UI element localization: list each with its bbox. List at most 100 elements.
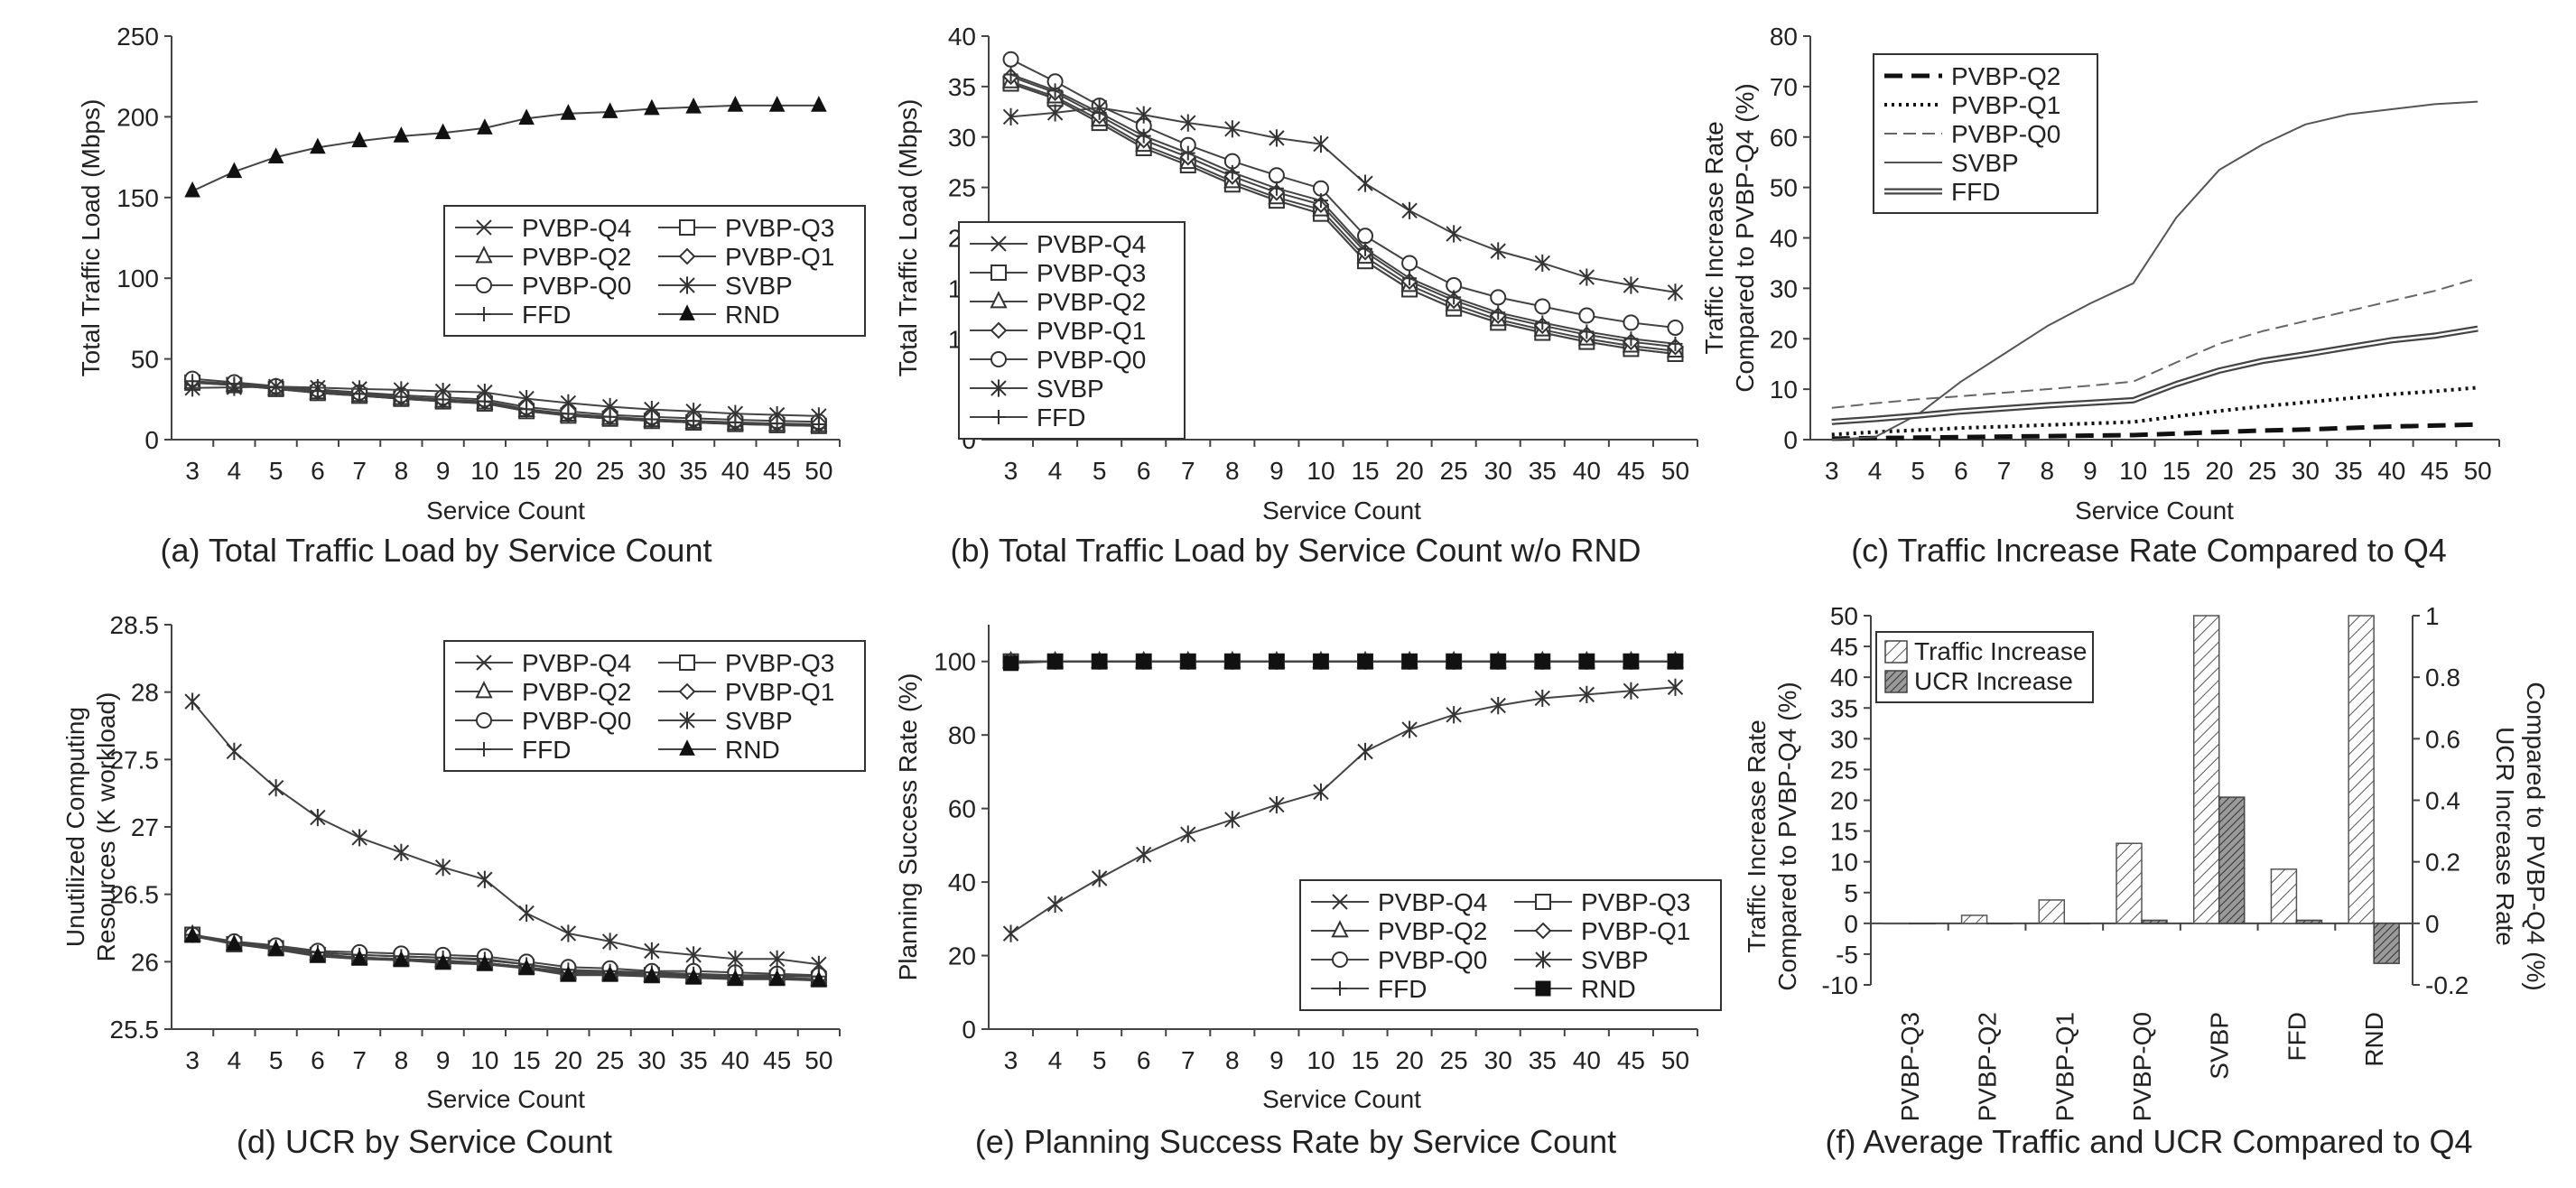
legend-entry: PVBP-Q2 xyxy=(970,288,1146,316)
data-point-marker xyxy=(1092,654,1108,670)
bar-ucr-increase xyxy=(2295,919,2323,924)
data-point-marker xyxy=(1224,164,1240,180)
x-tick-label: 15 xyxy=(1351,1046,1379,1074)
x-tick-label: 9 xyxy=(1269,1046,1284,1074)
legend-box xyxy=(443,205,866,337)
legend-label: PVBP-Q4 xyxy=(1037,230,1146,258)
series-line xyxy=(191,933,819,978)
data-point-marker xyxy=(518,108,535,125)
legend-entry: PVBP-Q0 xyxy=(970,346,1146,374)
legend-box xyxy=(1875,631,2094,703)
legend-entry: PVBP-Q1 xyxy=(658,243,834,271)
legend-entry: PVBP-Q4 xyxy=(455,214,631,242)
legend-entry: PVBP-Q2 xyxy=(1884,62,2060,90)
data-point-marker xyxy=(1534,298,1551,315)
legend-entry: RND xyxy=(1514,975,1636,1003)
series-line xyxy=(192,377,819,423)
legend-label: PVBP-Q2 xyxy=(522,243,631,271)
data-point-marker xyxy=(1623,331,1639,347)
series-line xyxy=(1010,75,1676,348)
data-point-marker xyxy=(1332,894,1348,910)
x-tick-label: 6 xyxy=(1137,1046,1151,1074)
y-tick-label: 35 xyxy=(1830,694,1858,722)
data-point-marker xyxy=(1667,319,1684,336)
y-tick-label: 25.5 xyxy=(110,1016,160,1044)
legend-label: PVBP-Q0 xyxy=(522,272,631,300)
data-point-marker xyxy=(678,247,696,265)
x-tick-label: 25 xyxy=(596,1046,624,1074)
data-point-marker xyxy=(1357,742,1373,761)
y-tick-label: 70 xyxy=(1770,73,1798,101)
data-point-marker xyxy=(679,304,695,320)
legend-entry: PVBP-Q0 xyxy=(1311,946,1487,974)
legend-label: PVBP-Q0 xyxy=(1037,346,1146,374)
series-line xyxy=(1010,82,1676,355)
x-tick-label: 8 xyxy=(1225,1046,1240,1074)
legend-entry: FFD xyxy=(1884,178,2000,206)
data-point-marker xyxy=(1402,271,1418,286)
x-axis-label: Service Count xyxy=(1262,1085,1421,1113)
legend-label: PVBP-Q3 xyxy=(1581,888,1690,916)
series-line xyxy=(191,701,820,966)
legend-entry: FFD xyxy=(455,301,571,329)
legend-entry: PVBP-Q4 xyxy=(1311,888,1487,916)
data-point-marker xyxy=(1667,678,1684,696)
x-tick-label: 3 xyxy=(185,457,200,485)
legend-entry: PVBP-Q1 xyxy=(1884,91,2060,119)
legend-entry: PVBP-Q1 xyxy=(658,678,834,706)
data-point-marker xyxy=(1578,307,1595,324)
x-tick-label: 50 xyxy=(2464,457,2492,485)
data-point-marker xyxy=(685,946,702,964)
series-line xyxy=(1831,277,2478,409)
y-tick-label: 50 xyxy=(1830,602,1858,630)
series-svbp xyxy=(1831,100,2478,441)
series-pvbp-q0 xyxy=(1002,51,1684,336)
legend-label: PVBP-Q3 xyxy=(1037,259,1146,287)
x-tick-label: 7 xyxy=(352,1046,367,1074)
data-point-marker xyxy=(1092,105,1107,120)
legend-entry: SVBP xyxy=(1884,149,2019,177)
series-line xyxy=(191,933,819,980)
series-line xyxy=(191,933,819,978)
x-tick-label: 15 xyxy=(2162,457,2190,485)
y-tick-label: 30 xyxy=(1770,274,1798,302)
x-tick-label: 15 xyxy=(513,457,541,485)
x-tick-label: 3 xyxy=(1004,1046,1018,1074)
x-tick-label: 3 xyxy=(1004,457,1018,485)
legend-label: PVBP-Q1 xyxy=(1581,917,1690,945)
data-point-marker xyxy=(475,681,493,699)
data-point-marker xyxy=(644,98,660,116)
data-point-marker xyxy=(475,246,493,264)
x-tick-label: 9 xyxy=(436,457,451,485)
x-tick-label: 20 xyxy=(554,1046,582,1074)
data-point-marker xyxy=(560,104,577,120)
data-point-marker xyxy=(1046,104,1064,122)
data-point-marker xyxy=(1623,314,1640,331)
data-point-marker xyxy=(1623,276,1640,294)
y-tick-label: 27.5 xyxy=(110,746,160,774)
legend-label: PVBP-Q2 xyxy=(522,678,631,706)
x-tick-label: 9 xyxy=(436,1046,451,1074)
y-axis-label: Planning Success Rate (%) xyxy=(894,673,922,981)
data-point-marker xyxy=(644,967,660,983)
bar-ucr-increase xyxy=(2141,919,2168,924)
y-axis-label: Resources (K workload) xyxy=(92,692,120,962)
data-point-marker xyxy=(1623,654,1639,670)
y-axis-label: Total Traffic Load (Mbps) xyxy=(894,99,922,377)
x-tick-label: 40 xyxy=(721,457,749,485)
data-point-marker xyxy=(601,102,618,118)
data-point-marker xyxy=(560,924,577,942)
y-tick-label: 60 xyxy=(948,795,976,823)
x-axis-label: Service Count xyxy=(426,1085,585,1113)
legend-entry: PVBP-Q4 xyxy=(455,649,631,677)
y2-axis-label: UCR Increase Rate xyxy=(2491,727,2519,946)
data-point-marker xyxy=(184,692,200,710)
y-tick-label: 150 xyxy=(116,184,159,212)
x-tick-label: 7 xyxy=(352,457,367,485)
data-point-marker xyxy=(352,386,367,402)
legend-label: SVBP xyxy=(1037,375,1104,403)
data-point-marker xyxy=(1491,305,1506,320)
x-tick-label: 30 xyxy=(2292,457,2320,485)
